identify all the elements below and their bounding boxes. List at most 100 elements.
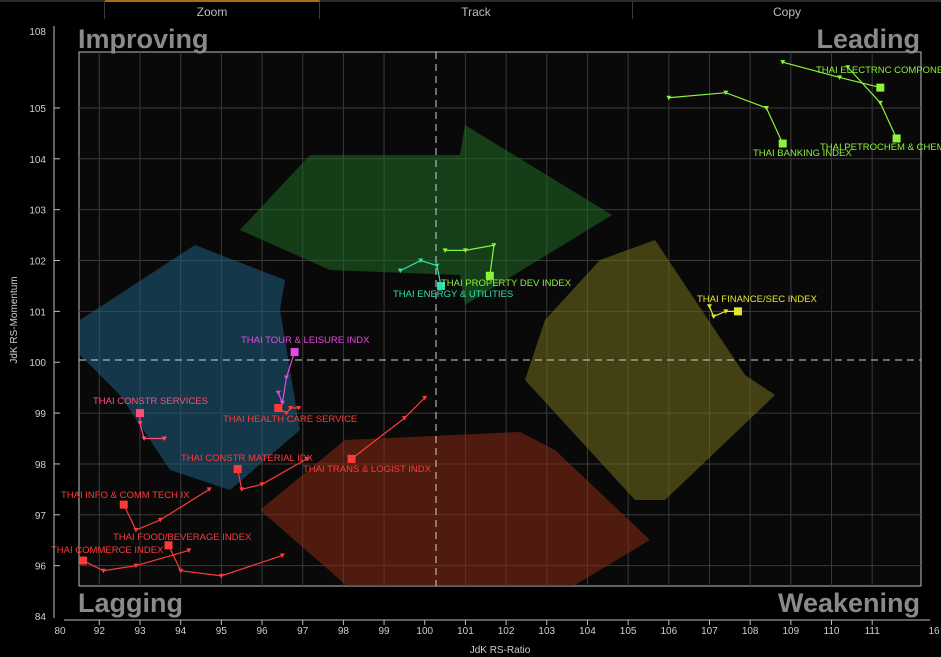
- series-head-marker[interactable]: [136, 409, 145, 418]
- series-tail-point: [845, 65, 851, 70]
- y-tick-label: 100: [29, 358, 46, 369]
- x-tick-label: 96: [256, 626, 268, 637]
- series-tail-point: [133, 528, 139, 533]
- series-tail-point: [296, 406, 302, 411]
- series-tail-point: [418, 258, 424, 264]
- rrg-chart[interactable]: Improving Leading Lagging Weakening THAI…: [0, 20, 941, 657]
- series-tail-line: [82, 549, 189, 572]
- series-tail-point: [283, 411, 289, 416]
- series-tail-point: [462, 248, 468, 253]
- zoom-button[interactable]: Zoom: [105, 0, 320, 19]
- x-tick-label: 100: [416, 626, 433, 637]
- series-label: THAI FOOD/BEVERAGE INDEX: [113, 532, 252, 543]
- x-axis-label: JdK RS-Ratio: [470, 645, 531, 656]
- yellow-arrow: [525, 240, 775, 500]
- series-label: THAI CONSTR MATERIAL IDX: [181, 453, 314, 464]
- series-head-marker[interactable]: [437, 281, 446, 290]
- series-tail-line: [277, 351, 296, 406]
- series-label: THAI FINANCE/SEC INDEX: [697, 294, 817, 305]
- series-tail-line: [445, 244, 495, 276]
- series-head-marker[interactable]: [892, 134, 901, 143]
- x-tick-labels: 80 92 93 94 95 96 97 98 99 100 101 102 103 104 105 106 1…: [54, 620, 940, 637]
- series-label: THAI TOUR & LEISURE INDX: [241, 335, 370, 346]
- x-tick-label: 105: [620, 626, 637, 637]
- series-tail-point: [401, 416, 407, 421]
- y-tick-label: 96: [35, 562, 47, 573]
- quadrant-leading: Leading: [816, 24, 920, 54]
- y-axis: 108 105 104 103 102 101 100 99 98 97 96 84 JdK RS-M…: [9, 26, 60, 623]
- quadrant-improving: Improving: [78, 24, 209, 54]
- x-tick-label: 109: [782, 626, 799, 637]
- series-tail-point: [666, 95, 672, 101]
- x-tick-label: 104: [579, 626, 596, 637]
- series-tail-point: [397, 268, 403, 274]
- series-tail-point: [283, 375, 289, 380]
- x-axis: 80 92 93 94 95 96 97 98 99 100 101 102 103 104 105 106 1…: [54, 619, 940, 656]
- series-tail-point: [279, 553, 285, 558]
- series-head-marker[interactable]: [79, 556, 88, 565]
- x-tick-label: 98: [338, 626, 350, 637]
- x-tick-label: 103: [538, 626, 555, 637]
- x-tick-label: 110: [824, 626, 840, 637]
- series-tail-point: [133, 563, 139, 569]
- series-head-marker[interactable]: [347, 454, 356, 463]
- x-tick-label: 106: [660, 626, 677, 637]
- series-tail-point: [141, 436, 147, 442]
- series-head-marker[interactable]: [164, 541, 173, 550]
- series-tail-point: [239, 487, 245, 492]
- series-tail-point: [442, 248, 448, 253]
- series-tail-line: [400, 259, 442, 287]
- series-tail-point: [711, 314, 717, 319]
- x-tick-label: 93: [134, 626, 146, 637]
- series-tail-line: [277, 407, 299, 414]
- track-button[interactable]: Track: [320, 0, 633, 19]
- series-tail-point: [137, 421, 143, 426]
- x-tick-label: 107: [701, 626, 718, 637]
- series-head-marker[interactable]: [778, 139, 787, 148]
- x-tick-label: 97: [297, 626, 309, 637]
- series-tail-point: [422, 395, 428, 401]
- x-tick-label: 101: [457, 626, 474, 637]
- series-tail-point: [763, 105, 769, 111]
- series-tail-point: [877, 100, 883, 106]
- series-tail-line: [668, 92, 784, 144]
- series-tail-point: [206, 487, 212, 492]
- copy-button[interactable]: Copy: [633, 0, 941, 19]
- y-tick-label: 84: [35, 612, 47, 623]
- series-head-marker[interactable]: [274, 404, 283, 412]
- quadrant-labels: Improving Leading Lagging Weakening: [78, 24, 920, 618]
- series-label: THAI PETROCHEM & CHEM I: [820, 142, 941, 153]
- y-tick-label: 103: [29, 206, 46, 217]
- series-label: THAI COMMERCE INDEX: [51, 545, 164, 556]
- series-head-marker[interactable]: [233, 465, 242, 474]
- blue-arrow: [80, 245, 300, 490]
- series-tail-line: [167, 545, 283, 577]
- y-tick-label: 97: [35, 511, 47, 522]
- series-head-marker[interactable]: [119, 500, 128, 509]
- y-tick-labels: 108 105 104 103 102 101 100 99 98 97 96 84: [29, 27, 60, 623]
- series-head-marker[interactable]: [290, 348, 299, 357]
- series-label: THAI INFO & COMM TECH IX: [61, 490, 190, 501]
- y-tick-label: 102: [29, 257, 46, 268]
- y-tick-label: 98: [35, 460, 47, 471]
- series-label: THAI CONSTR SERVICES: [93, 396, 208, 407]
- series-tail-line: [237, 458, 308, 491]
- series-tail-line: [139, 413, 165, 440]
- series-head-marker[interactable]: [733, 307, 742, 316]
- quadrant-lagging: Lagging: [78, 588, 183, 618]
- series-label: THAI BANKING INDEX: [753, 148, 852, 159]
- series-head-marker[interactable]: [876, 83, 885, 92]
- series-label: THAI ENERGY & UTILITIES: [393, 289, 513, 300]
- series-tail-point: [491, 243, 497, 248]
- y-tick-label: 104: [29, 155, 46, 166]
- series-tail-point: [157, 517, 163, 523]
- series-head-marker[interactable]: [485, 271, 494, 280]
- series-tail-point: [218, 573, 224, 579]
- series-label: THAI HEALTH CARE SERVICE: [223, 414, 357, 425]
- x-tick-label: 80: [54, 626, 66, 637]
- series-label: THAI ELECTRNC COMPONENT: [816, 65, 941, 76]
- series-tail-point: [100, 568, 106, 574]
- series-tail-point: [780, 60, 786, 65]
- x-tick-label: 99: [379, 626, 391, 637]
- series-tails: [79, 60, 901, 579]
